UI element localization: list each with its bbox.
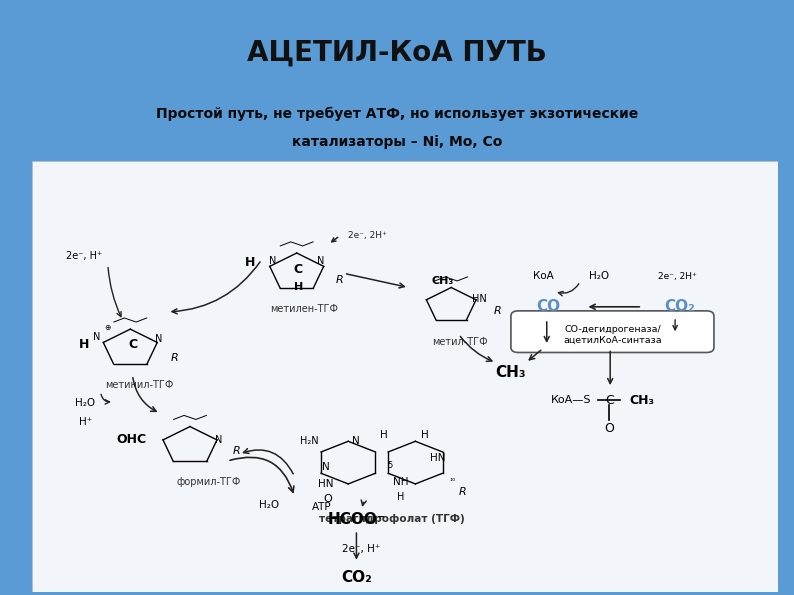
Text: N: N — [317, 256, 324, 266]
Text: 2e⁻, 2H⁺: 2e⁻, 2H⁺ — [349, 231, 387, 240]
Text: HN: HN — [430, 453, 445, 462]
Text: катализаторы – Ni, Mo, Co: катализаторы – Ni, Mo, Co — [292, 135, 502, 149]
FancyBboxPatch shape — [511, 311, 714, 352]
Text: 2e⁻, H⁺: 2e⁻, H⁺ — [66, 251, 102, 261]
Text: C: C — [293, 263, 302, 276]
Text: N: N — [322, 462, 330, 472]
Text: ¹⁰: ¹⁰ — [449, 477, 456, 486]
Text: H₂O: H₂O — [589, 271, 609, 281]
Text: АЦЕТИЛ-КоА ПУТЬ: АЦЕТИЛ-КоА ПУТЬ — [247, 38, 547, 66]
Text: метинил-ТГФ: метинил-ТГФ — [105, 380, 173, 390]
Text: R: R — [494, 306, 501, 317]
Text: КоА: КоА — [533, 271, 553, 281]
Text: R: R — [233, 446, 240, 456]
Text: HCOO⁻: HCOO⁻ — [327, 512, 385, 527]
Text: АТР: АТР — [311, 502, 331, 512]
Text: HN: HN — [472, 294, 487, 304]
Text: O: O — [324, 494, 333, 504]
Text: тетрагидрофолат (ТГФ): тетрагидрофолат (ТГФ) — [318, 515, 464, 524]
Text: КоА—S: КоА—S — [550, 395, 591, 405]
Text: H: H — [397, 492, 404, 502]
Text: R: R — [458, 487, 466, 497]
Text: NH: NH — [393, 477, 408, 487]
Text: OHC: OHC — [117, 433, 147, 446]
Text: H: H — [380, 430, 388, 440]
Text: CO-дегидрогеназа/: CO-дегидрогеназа/ — [564, 325, 661, 334]
Text: CH₃: CH₃ — [431, 276, 453, 286]
Text: CO₂: CO₂ — [665, 299, 695, 314]
Text: C: C — [605, 394, 614, 407]
Text: формил-ТГФ: формил-ТГФ — [176, 477, 241, 487]
Text: R: R — [336, 275, 344, 285]
Text: 5: 5 — [387, 461, 393, 469]
Text: N: N — [155, 334, 162, 345]
Text: ⊕: ⊕ — [105, 322, 111, 331]
Text: метилен-ТГФ: метилен-ТГФ — [270, 304, 338, 314]
Text: H: H — [79, 338, 89, 351]
FancyBboxPatch shape — [32, 161, 778, 592]
Text: 2e⁻, H⁺: 2e⁻, H⁺ — [342, 544, 381, 554]
Text: H: H — [245, 256, 256, 269]
Text: CH₃: CH₃ — [630, 394, 655, 407]
Text: H⁺: H⁺ — [79, 417, 92, 427]
Text: H₂N: H₂N — [300, 436, 318, 446]
Text: 2e⁻, 2H⁺: 2e⁻, 2H⁺ — [658, 272, 697, 281]
Text: H₂O: H₂O — [75, 398, 95, 408]
Text: C: C — [129, 338, 138, 351]
Text: R: R — [172, 353, 179, 362]
Text: N: N — [269, 256, 276, 266]
Text: H: H — [294, 281, 303, 292]
Text: метил-ТГФ: метил-ТГФ — [433, 337, 488, 347]
Text: ацетилКоА-синтаза: ацетилКоА-синтаза — [563, 336, 661, 345]
Text: Простой путь, не требует АТФ, но использует экзотические: Простой путь, не требует АТФ, но использ… — [156, 107, 638, 121]
Text: O: O — [604, 422, 615, 435]
Text: CO: CO — [536, 299, 561, 314]
Text: CH₃: CH₃ — [495, 365, 526, 380]
Text: N: N — [93, 332, 100, 342]
Text: N: N — [214, 435, 222, 445]
Text: N: N — [352, 436, 360, 446]
Text: H₂O: H₂O — [259, 500, 279, 510]
Text: HN: HN — [318, 479, 333, 489]
Text: H: H — [421, 430, 429, 440]
Text: CO₂: CO₂ — [341, 571, 372, 585]
